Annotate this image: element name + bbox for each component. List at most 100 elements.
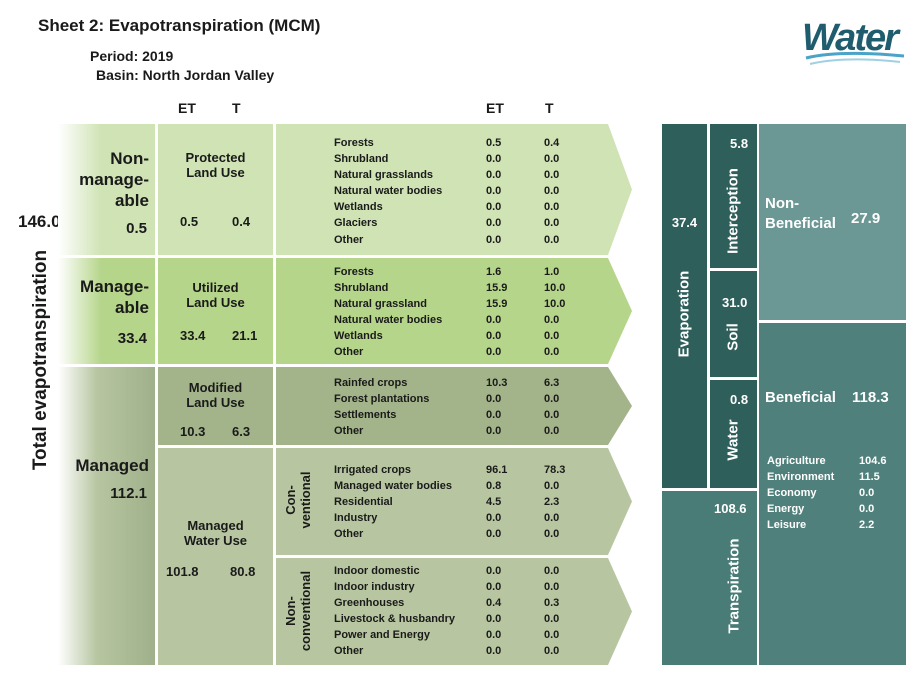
beneficial-breakdown: Agriculture 104.6 Environment 11.5 Economy 0.… <box>767 453 897 533</box>
land-use-managed-water-et: 101.8 <box>166 564 199 579</box>
class-name: Managed water bodies <box>334 480 452 493</box>
class-et: 0.0 <box>486 153 502 166</box>
class-t: 0.0 <box>544 393 560 406</box>
land-use-modified-name: Modified Land Use <box>186 380 245 410</box>
total-et-label: Total evapotranspiration <box>30 249 51 471</box>
sheet-title: Sheet 2: Evapotranspiration (MCM) <box>38 16 321 35</box>
non-beneficial-value: 27.9 <box>851 210 881 227</box>
beneficial-breakdown-row: Environment 11.5 <box>767 469 897 485</box>
class-t-header: T <box>545 100 554 116</box>
class-t: 10.0 <box>544 298 566 311</box>
class-et: 0.0 <box>486 393 502 406</box>
class-t: 0.0 <box>544 645 560 658</box>
class-name: Industry <box>334 512 378 525</box>
class-et: 1.6 <box>486 266 502 278</box>
class-name: Wetlands <box>334 330 383 343</box>
non-beneficial-box: Non- Beneficial 27.9 <box>759 124 906 320</box>
class-name: Glaciers <box>334 217 378 230</box>
class-t: 0.0 <box>544 217 560 230</box>
soil-value: 31.0 <box>722 295 748 310</box>
class-et: 0.0 <box>486 629 502 642</box>
beneficial-box: Beneficial 118.3 Agriculture 104.6 Environ… <box>759 323 906 665</box>
class-name: Irrigated crops <box>334 464 412 476</box>
total-et-value: 146.0 <box>18 212 61 231</box>
class-name: Forest plantations <box>334 393 430 406</box>
evaporation-box: 37.4 Evaporation <box>662 124 707 488</box>
class-et: 0.0 <box>486 528 502 541</box>
class-name: Shrubland <box>334 153 389 166</box>
class-block-protected: Forests 0.5 0.4 Shrubland 0.0 0.0 Natural gras… <box>276 124 632 255</box>
class-name: Indoor domestic <box>334 565 420 577</box>
non-beneficial-label: Non- Beneficial <box>765 195 836 232</box>
class-t: 0.0 <box>544 185 560 198</box>
class-t: 0.4 <box>544 137 560 149</box>
land-use-managed-water: Managed Water Use 101.8 80.8 <box>158 448 273 665</box>
soil-box: 31.0 Soil <box>710 271 757 377</box>
category-non-manageable-value: 0.5 <box>126 220 147 237</box>
transpiration-label: Transpiration <box>725 538 743 634</box>
class-et: 0.0 <box>486 169 502 182</box>
beneficial-use-value: 11.5 <box>859 471 880 483</box>
beneficial-use-name: Economy <box>767 487 817 499</box>
class-et: 10.3 <box>486 377 508 389</box>
class-et: 0.0 <box>486 425 502 438</box>
water-label: Water <box>724 419 742 461</box>
class-et: 0.4 <box>486 597 502 610</box>
class-et: 15.9 <box>486 282 508 295</box>
class-t: 1.0 <box>544 266 560 278</box>
class-et: 0.0 <box>486 314 502 327</box>
beneficial-breakdown-row: Leisure 2.2 <box>767 517 897 533</box>
class-t: 10.0 <box>544 282 566 295</box>
land-use-modified: Modified Land Use 10.3 6.3 <box>158 367 273 445</box>
class-name: Natural grassland <box>334 298 427 311</box>
class-t: 0.0 <box>544 346 560 359</box>
category-managed-label: Managed <box>75 456 149 475</box>
land-use-utilized-t: 21.1 <box>232 328 258 343</box>
class-block-utilized: Forests 1.6 1.0 Shrubland 15.9 10.0 Natural gr… <box>276 258 632 364</box>
class-name: Settlements <box>334 409 397 422</box>
category-manageable-value: 33.4 <box>117 330 147 347</box>
land-use-utilized-et: 33.4 <box>180 328 206 343</box>
class-et: 0.5 <box>486 137 502 149</box>
beneficial-use-value: 0.0 <box>859 503 875 515</box>
evaporation-label: Evaporation <box>675 270 693 358</box>
class-et: 4.5 <box>486 496 502 509</box>
non-conventional-label: Non- conventional <box>283 570 313 652</box>
interception-box: 5.8 Interception <box>710 124 757 268</box>
class-t: 0.3 <box>544 597 560 610</box>
beneficial-use-value: 0.0 <box>859 487 875 499</box>
land-use-managed-water-name: Managed Water Use <box>183 518 248 548</box>
band-managed: Managed 112.1 <box>58 367 155 665</box>
class-et: 0.0 <box>486 185 502 198</box>
beneficial-use-value: 2.2 <box>859 519 875 531</box>
class-name: Other <box>334 645 364 658</box>
water-logo: Water <box>800 10 910 80</box>
class-et: 0.0 <box>486 645 502 658</box>
beneficial-breakdown-row: Agriculture 104.6 <box>767 453 897 469</box>
class-t: 0.0 <box>544 565 560 577</box>
beneficial-use-name: Energy <box>767 503 805 515</box>
class-et: 0.0 <box>486 565 502 577</box>
land-use-t-header: T <box>232 100 241 116</box>
soil-label: Soil <box>724 323 742 351</box>
class-name: Shrubland <box>334 282 389 295</box>
evaporation-value: 37.4 <box>671 215 698 230</box>
class-name: Greenhouses <box>334 597 405 610</box>
class-et-header: ET <box>486 100 504 116</box>
class-et: 0.8 <box>486 480 502 493</box>
interception-value: 5.8 <box>730 136 749 151</box>
class-et: 0.0 <box>486 409 502 422</box>
class-et: 0.0 <box>486 512 502 525</box>
class-block-conventional: Con- ventional Irrigated crops 96.1 78.3 Ma… <box>276 448 632 555</box>
interception-label: Interception <box>724 168 742 254</box>
class-name: Rainfed crops <box>334 377 408 389</box>
class-t: 78.3 <box>544 464 566 476</box>
class-t: 0.0 <box>544 233 560 246</box>
water-box: 0.8 Water <box>710 380 757 488</box>
class-et: 0.0 <box>486 201 502 214</box>
beneficial-label: Beneficial <box>765 389 836 406</box>
class-t: 0.0 <box>544 409 560 422</box>
beneficial-use-name: Leisure <box>767 519 807 531</box>
beneficial-value: 118.3 <box>852 389 889 406</box>
period-label: Period: 2019 <box>90 48 174 64</box>
